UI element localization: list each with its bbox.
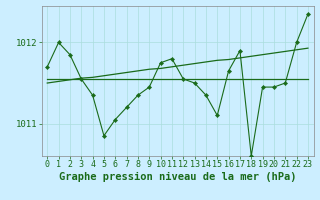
X-axis label: Graphe pression niveau de la mer (hPa): Graphe pression niveau de la mer (hPa) xyxy=(59,172,296,182)
